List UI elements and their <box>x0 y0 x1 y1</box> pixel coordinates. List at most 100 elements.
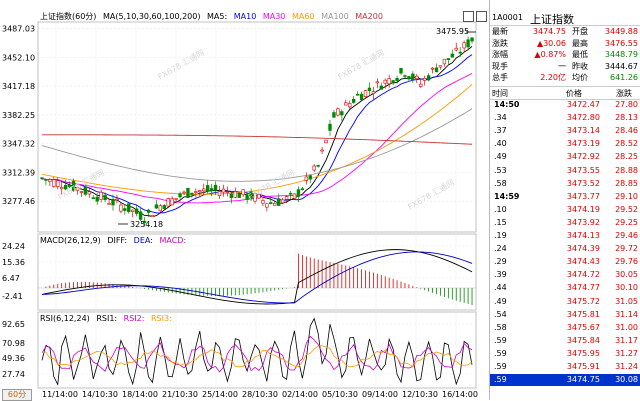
candle-body <box>325 140 328 143</box>
tick-row[interactable]: .15 3473.92 29.25 <box>490 217 640 229</box>
tick-row[interactable]: .10 3474.19 29.52 <box>490 204 640 216</box>
candle-body <box>317 165 320 166</box>
tick-row[interactable]: .44 3474.77 30.10 <box>490 282 640 294</box>
tick-change: 30.05 <box>602 269 638 281</box>
tick-change: 28.46 <box>602 125 638 137</box>
candle-body <box>329 124 332 130</box>
tick-row[interactable]: .49 3475.72 31.05 <box>490 296 640 308</box>
security-code: 1A0001 <box>492 13 523 22</box>
candle-body <box>281 200 284 203</box>
candle-body <box>167 199 170 207</box>
tick-price: 3474.13 <box>548 230 600 242</box>
candle-body <box>333 113 336 118</box>
tick-row[interactable]: .58 3475.67 31.00 <box>490 322 640 334</box>
candle-body <box>104 195 107 200</box>
candle-body <box>411 74 414 80</box>
price-panel-frame <box>38 22 476 232</box>
candle-body <box>285 197 288 200</box>
tick-time: .44 <box>494 282 507 294</box>
ma60-line <box>42 84 472 194</box>
candle-body <box>139 212 142 220</box>
tick-change: 29.10 <box>602 191 638 203</box>
date-axis-label: 21/10:30 <box>162 390 198 399</box>
tick-row[interactable]: .59 3475.95 31.27 <box>490 348 640 360</box>
tick-row[interactable]: .37 3473.14 28.46 <box>490 125 640 137</box>
tick-row[interactable]: 14:59 3473.77 29.10 <box>490 191 640 203</box>
macd-axis-label: 24.24 <box>2 242 25 251</box>
tick-price: 3473.52 <box>548 178 600 190</box>
quote-value: ▲0.87% <box>526 49 566 60</box>
watermark: FX678 汇通网 <box>336 47 386 82</box>
tick-price: 3473.77 <box>548 191 600 203</box>
price-axis-label: 3382.25 <box>2 111 35 120</box>
candle-body <box>187 188 190 197</box>
tick-row[interactable]: .39 3474.72 30.05 <box>490 269 640 281</box>
security-name: 上证指数 <box>530 11 574 27</box>
candle-body <box>356 94 359 95</box>
quote-title-bar: 1A0001 上证指数 <box>490 11 640 26</box>
tick-row[interactable]: .59 3475.84 31.17 <box>490 335 640 347</box>
tick-time: .59 <box>494 374 507 386</box>
date-axis-label: 12/10:30 <box>402 390 438 399</box>
tick-time: .49 <box>494 296 507 308</box>
indicator-title[interactable]: 上证指数(60分) <box>40 12 96 21</box>
tick-row[interactable]: .29 3474.43 29.76 <box>490 256 640 268</box>
candle-body <box>155 205 158 208</box>
candle-body <box>179 194 182 197</box>
macd-macd-legend: MACD: <box>159 236 186 245</box>
candle-body <box>423 78 426 80</box>
macd-label[interactable]: MACD(26,12,9) <box>40 236 101 245</box>
kline-chart-pane[interactable]: 3487.03 3452.10 3417.18 3382.25 3347.32 3312.… <box>0 0 489 400</box>
rsi-label[interactable]: RSI(6,12,24) <box>40 314 90 323</box>
quote-value: 3474.75 <box>526 26 566 37</box>
macd-panel-header: MACD(26,12,9) DIFF: DEA: MACD: <box>40 236 186 245</box>
candle-body <box>348 103 351 107</box>
tick-change: 28.88 <box>602 165 638 177</box>
price-panel-header: 上证指数(60分) MA(5,10,30,60,100,200) MA5: MA… <box>40 11 383 22</box>
candle-body <box>41 178 44 179</box>
tick-change: 28.25 <box>602 151 638 163</box>
tick-row[interactable]: .53 3473.55 28.88 <box>490 165 640 177</box>
tick-row[interactable]: .59 3475.91 31.24 <box>490 361 640 373</box>
grid-toggle-icon[interactable] <box>463 11 474 22</box>
tick-price: 3473.19 <box>548 138 600 150</box>
tick-time: .59 <box>494 361 507 373</box>
tick-time: .59 <box>494 348 507 360</box>
tick-row[interactable]: .24 3474.39 29.72 <box>490 243 640 255</box>
candle-body <box>48 179 51 181</box>
tick-row[interactable]: .49 3472.92 28.25 <box>490 151 640 163</box>
ma200-line <box>42 135 472 144</box>
candle-body <box>214 185 217 190</box>
tick-row[interactable]: .59 3474.75 30.08 <box>490 374 640 386</box>
candle-body <box>277 199 280 206</box>
tick-row[interactable]: .19 3474.13 29.46 <box>490 230 640 242</box>
candle-body <box>337 109 340 115</box>
candle-body <box>368 88 371 91</box>
tick-price: 3475.91 <box>548 361 600 373</box>
tick-price: 3472.92 <box>548 151 600 163</box>
kline-chart-canvas[interactable]: 3487.03 3452.10 3417.18 3382.25 3347.32 3312.… <box>0 0 489 400</box>
candle-body <box>147 210 150 212</box>
candle-body <box>210 188 213 190</box>
period-selector-button[interactable]: 60分 <box>2 389 32 401</box>
tick-price: 3473.14 <box>548 125 600 137</box>
price-axis-label: 3277.46 <box>2 197 35 206</box>
tick-time: .59 <box>494 335 507 347</box>
tick-row[interactable]: .34 3472.80 28.13 <box>490 112 640 124</box>
tick-row[interactable]: .58 3473.52 28.85 <box>490 178 640 190</box>
tick-price: 3475.81 <box>548 309 600 321</box>
ma-params[interactable]: MA(5,10,30,60,100,200) <box>103 12 201 21</box>
price-axis-label: 3452.10 <box>2 53 35 62</box>
quote-value: 2.20亿 <box>526 72 566 83</box>
tick-change: 29.46 <box>602 230 638 242</box>
date-axis-label: 28/10:30 <box>242 390 278 399</box>
candle-body <box>408 76 411 78</box>
tick-row[interactable]: .54 3475.81 31.14 <box>490 309 640 321</box>
fullscreen-icon[interactable] <box>476 11 487 22</box>
tick-row[interactable]: 14:50 3472.47 27.80 <box>490 99 640 111</box>
tick-price: 3473.55 <box>548 165 600 177</box>
period-selector-label: 60分 <box>8 390 26 399</box>
quote-value: 641.26 <box>598 72 638 83</box>
date-axis-label: 02/14:00 <box>282 390 318 399</box>
tick-row[interactable]: .40 3473.19 28.52 <box>490 138 640 150</box>
